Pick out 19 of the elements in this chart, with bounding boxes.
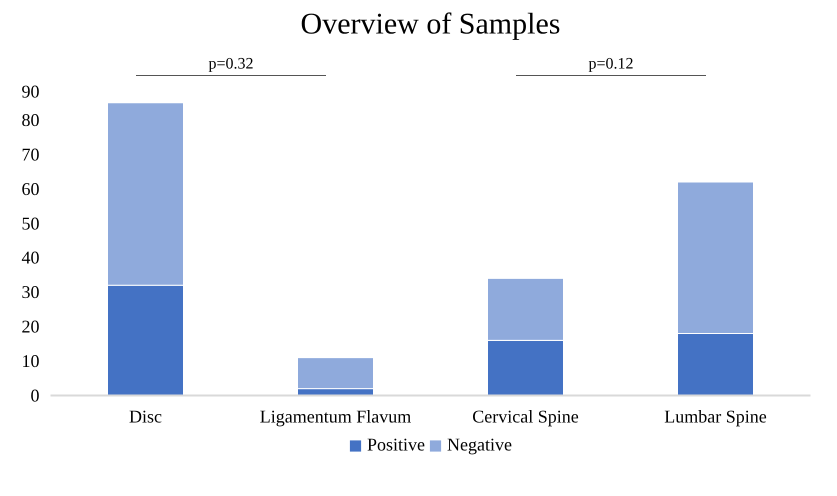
text: p=0.32 (208, 56, 254, 72)
y-tick-label: 70 (22, 144, 40, 164)
y-tick-label: 20 (22, 316, 40, 337)
y-tick-label: 80 (22, 110, 40, 130)
legend-label: Positive (367, 434, 426, 456)
y-tick-label: 90 (22, 82, 40, 102)
y-tick-label: 30 (22, 282, 40, 302)
y-tick-label: 60 (22, 178, 40, 199)
x-tick-label: Lumbar Spine (664, 406, 767, 426)
legend-label: Negative (447, 434, 512, 456)
y-tick-label: 10 (22, 351, 40, 372)
y-tick-label: 40 (22, 248, 40, 268)
chart-title: Overview of Samples (300, 8, 560, 40)
y-tick-label: 0 (30, 386, 40, 406)
x-tick-label: Cervical Spine (472, 406, 579, 426)
x-tick-label: Disc (129, 406, 162, 426)
y-tick-label: 50 (22, 213, 40, 234)
x-tick-label: Ligamentum Flavum (260, 406, 412, 426)
text: p=0.12 (588, 56, 634, 72)
